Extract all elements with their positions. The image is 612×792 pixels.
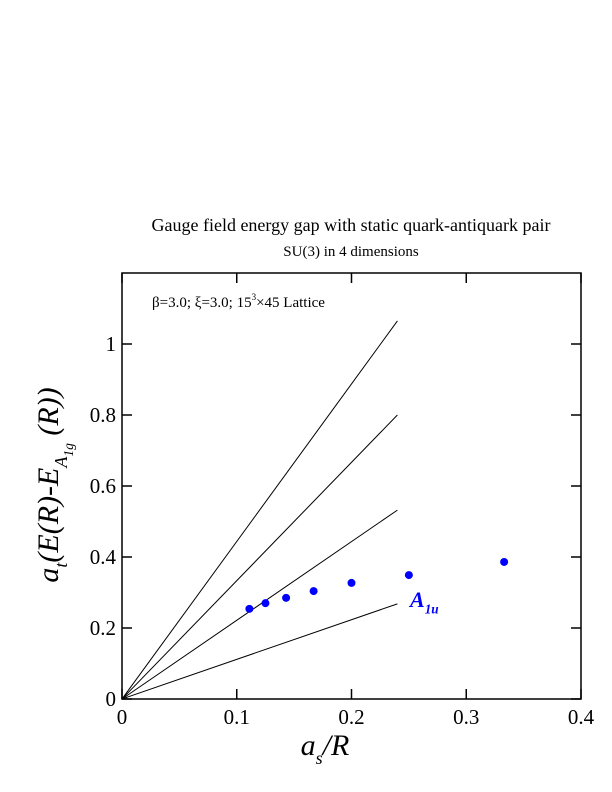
data-point — [347, 578, 356, 587]
label-part: 1u — [425, 602, 439, 617]
data-point — [261, 599, 270, 608]
plot-frame — [121, 272, 582, 700]
x-tick-label: 0.3 — [453, 705, 479, 729]
label-part: ×45 Lattice — [256, 295, 325, 311]
y-tick-label: 0 — [106, 687, 117, 711]
label-part: (R)) — [32, 387, 65, 443]
data-point — [282, 593, 291, 602]
label-part: 3 — [252, 292, 257, 302]
reference-line — [121, 509, 398, 700]
label-part: (E(R)-E — [32, 468, 65, 563]
label-part: 1g — [61, 443, 76, 457]
chart-title: Gauge field energy gap with static quark… — [151, 215, 550, 235]
reference-line — [121, 603, 398, 700]
label-part: A — [51, 456, 71, 469]
label-part: s — [316, 748, 323, 768]
y-tick-label: 1 — [106, 332, 117, 356]
x-tick-label: 0.2 — [338, 705, 364, 729]
label-part: t — [51, 562, 71, 568]
y-tick-label: 0.2 — [90, 616, 116, 640]
chart-subtitle: SU(3) in 4 dimensions — [283, 244, 419, 260]
label-part: β=3.0; ξ=3.0; 15 — [152, 295, 252, 311]
x-tick-label: 0.1 — [224, 705, 250, 729]
data-point — [404, 571, 413, 580]
data-point — [245, 604, 254, 613]
label-part: /R — [321, 729, 350, 762]
y-axis-label: at(E(R)-EA1g (R)) — [32, 387, 76, 582]
x-tick-label: 0 — [117, 705, 128, 729]
y-tick-label: 0.6 — [90, 474, 116, 498]
reference-line — [121, 414, 398, 700]
x-axis-label: as/R — [301, 729, 350, 768]
y-tick-label: 0.4 — [90, 545, 117, 569]
x-tick-label: 0.4 — [568, 705, 595, 729]
label-part: a — [32, 568, 65, 583]
series-label: A1u — [408, 587, 439, 617]
data-point — [309, 587, 318, 596]
label-part: a — [301, 729, 316, 762]
y-tick-label: 0.8 — [90, 403, 116, 427]
reference-line — [121, 320, 398, 700]
label-part: A — [408, 587, 425, 612]
data-point — [500, 557, 509, 566]
annotation: β=3.0; ξ=3.0; 153×45 Lattice — [152, 292, 325, 311]
